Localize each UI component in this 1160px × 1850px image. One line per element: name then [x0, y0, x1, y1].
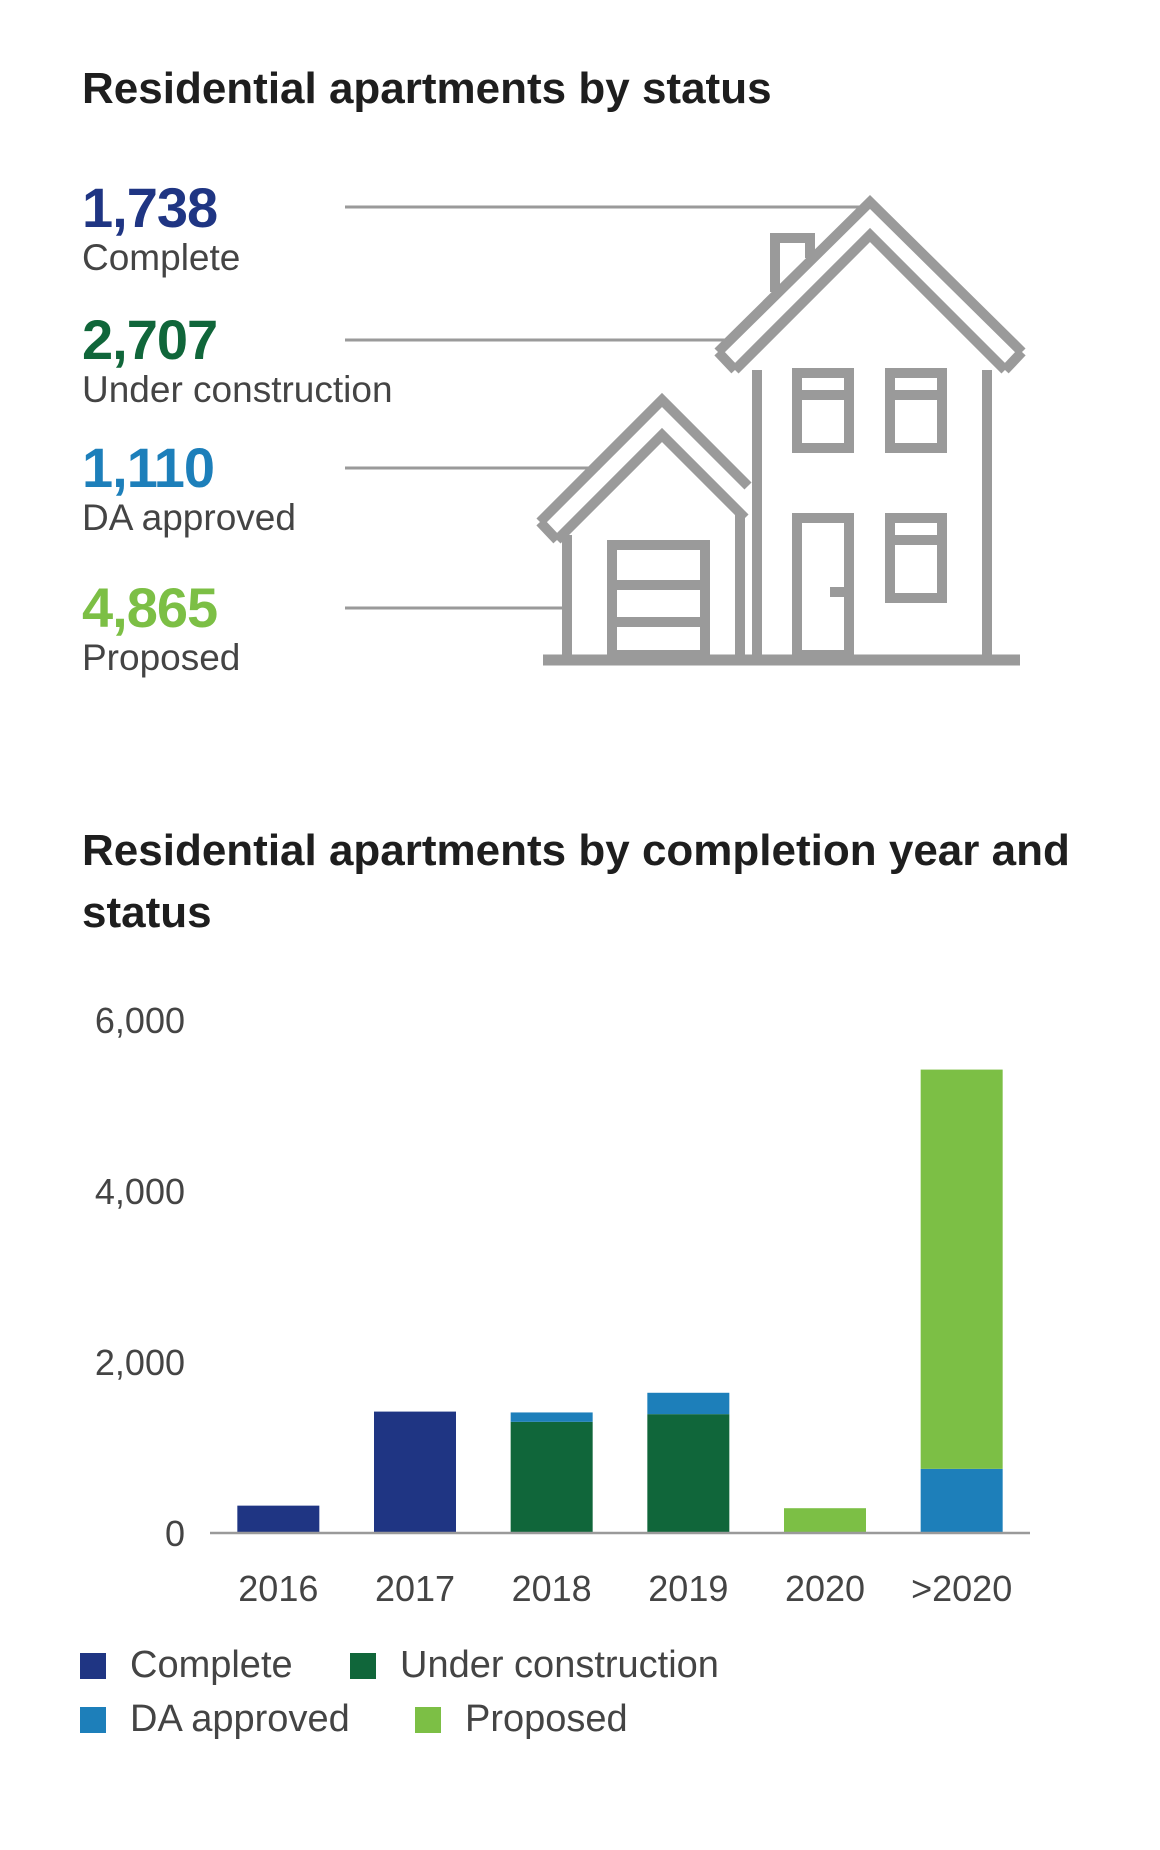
bar-segment — [920, 1468, 1003, 1533]
x-tick-label: >2020 — [911, 1568, 1012, 1609]
x-tick-label: 2019 — [648, 1568, 728, 1609]
stat-label: Complete — [82, 237, 241, 278]
legend-label: Complete — [130, 1644, 293, 1686]
y-tick-label: 0 — [165, 1513, 185, 1554]
legend-swatch — [415, 1707, 441, 1733]
bar-segment — [647, 1414, 730, 1533]
y-tick-label: 4,000 — [95, 1171, 185, 1212]
y-axis: 0 2,000 4,000 6,000 — [95, 1000, 185, 1554]
legend-item-proposed: Proposed — [415, 1694, 628, 1744]
legend-item-da-approved: DA approved — [80, 1694, 350, 1744]
stat-label: Proposed — [82, 637, 241, 678]
legend-swatch — [80, 1707, 106, 1733]
legend-label: Under construction — [400, 1644, 719, 1686]
stacked-bar-chart: 0 2,000 4,000 6,000 2016 2017 2018 2019 2020 >20… — [95, 1000, 1030, 1609]
x-tick-label: 2017 — [375, 1568, 455, 1609]
stat-proposed: 4,865 Proposed — [82, 578, 240, 678]
stat-value: 4,865 — [82, 576, 218, 639]
bar-segment — [510, 1412, 593, 1422]
stat-value: 1,110 — [82, 436, 215, 499]
y-tick-label: 2,000 — [95, 1342, 185, 1383]
x-axis: 2016 2017 2018 2019 2020 >2020 — [238, 1568, 1012, 1609]
chart-title: Residential apartments by completion yea… — [82, 826, 1070, 937]
stat-label: Under construction — [82, 369, 393, 410]
legend-item-under-construction: Under construction — [350, 1640, 719, 1690]
x-tick-label: 2020 — [785, 1568, 865, 1609]
x-tick-label: 2016 — [238, 1568, 318, 1609]
house-icon — [345, 194, 1026, 666]
legend-label: Proposed — [465, 1698, 628, 1740]
stat-under-construction: 2,707 Under construction — [82, 310, 393, 410]
bar-segment — [237, 1505, 320, 1533]
y-tick-label: 6,000 — [95, 1000, 185, 1041]
status-title: Residential apartments by status — [82, 64, 772, 113]
bar-segment — [920, 1069, 1003, 1469]
legend-swatch — [80, 1653, 106, 1679]
bar-segment — [647, 1392, 730, 1415]
legend-item-complete: Complete — [80, 1640, 293, 1690]
stat-value: 2,707 — [82, 308, 218, 371]
stat-complete: 1,738 Complete — [82, 178, 240, 278]
connector-lines — [345, 205, 860, 610]
x-tick-label: 2018 — [512, 1568, 592, 1609]
stat-label: DA approved — [82, 497, 296, 538]
stat-value: 1,738 — [82, 176, 218, 239]
bar-segment — [784, 1508, 866, 1533]
stat-da-approved: 1,110 DA approved — [82, 438, 296, 538]
bar-segment — [374, 1411, 456, 1533]
bars — [237, 1069, 1003, 1533]
legend-swatch — [350, 1653, 376, 1679]
legend-label: DA approved — [130, 1698, 350, 1740]
bar-segment — [510, 1421, 593, 1533]
